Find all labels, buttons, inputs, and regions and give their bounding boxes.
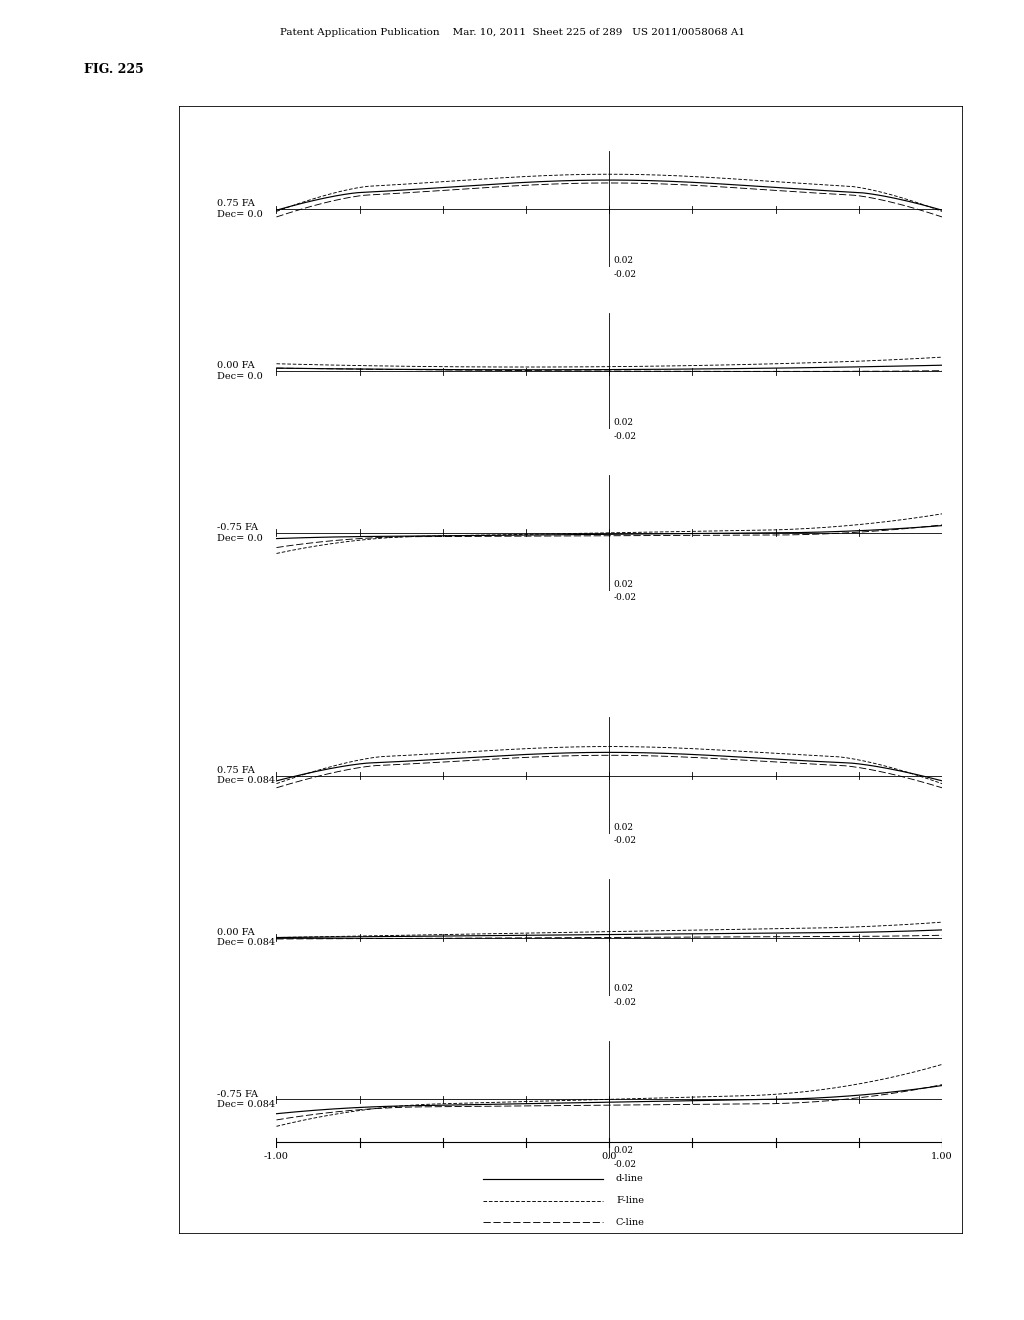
Text: 0.0: 0.0	[601, 1152, 617, 1162]
Text: 0.75 FA
Dec= 0.0: 0.75 FA Dec= 0.0	[217, 199, 262, 219]
Text: -0.02: -0.02	[613, 432, 636, 441]
Text: 0.02: 0.02	[613, 579, 633, 589]
Text: 0.02: 0.02	[613, 1146, 633, 1155]
Text: -0.75 FA
Dec= 0.0: -0.75 FA Dec= 0.0	[217, 523, 262, 543]
Text: 0.00 FA
Dec= 0.084: 0.00 FA Dec= 0.084	[217, 928, 274, 948]
Text: -0.02: -0.02	[613, 1160, 636, 1170]
Text: -0.75 FA
Dec= 0.084: -0.75 FA Dec= 0.084	[217, 1090, 274, 1109]
Text: -1.00: -1.00	[264, 1152, 289, 1162]
Text: 0.00 FA
Dec= 0.0: 0.00 FA Dec= 0.0	[217, 362, 262, 380]
Text: F-line: F-line	[615, 1196, 644, 1205]
Text: Patent Application Publication    Mar. 10, 2011  Sheet 225 of 289   US 2011/0058: Patent Application Publication Mar. 10, …	[280, 28, 744, 37]
Text: FIG. 225: FIG. 225	[84, 63, 143, 77]
Text: 0.02: 0.02	[613, 418, 633, 426]
Text: 0.75 FA
Dec= 0.084: 0.75 FA Dec= 0.084	[217, 766, 274, 785]
Text: d-line: d-line	[615, 1175, 644, 1183]
Text: -0.02: -0.02	[613, 269, 636, 279]
Text: C-line: C-line	[615, 1218, 645, 1226]
Text: 0.02: 0.02	[613, 985, 633, 994]
Text: 0.02: 0.02	[613, 256, 633, 265]
Text: -0.02: -0.02	[613, 594, 636, 602]
Text: 1.00: 1.00	[931, 1152, 953, 1162]
Text: -0.02: -0.02	[613, 998, 636, 1007]
Text: -0.02: -0.02	[613, 837, 636, 845]
Text: 0.02: 0.02	[613, 822, 633, 832]
